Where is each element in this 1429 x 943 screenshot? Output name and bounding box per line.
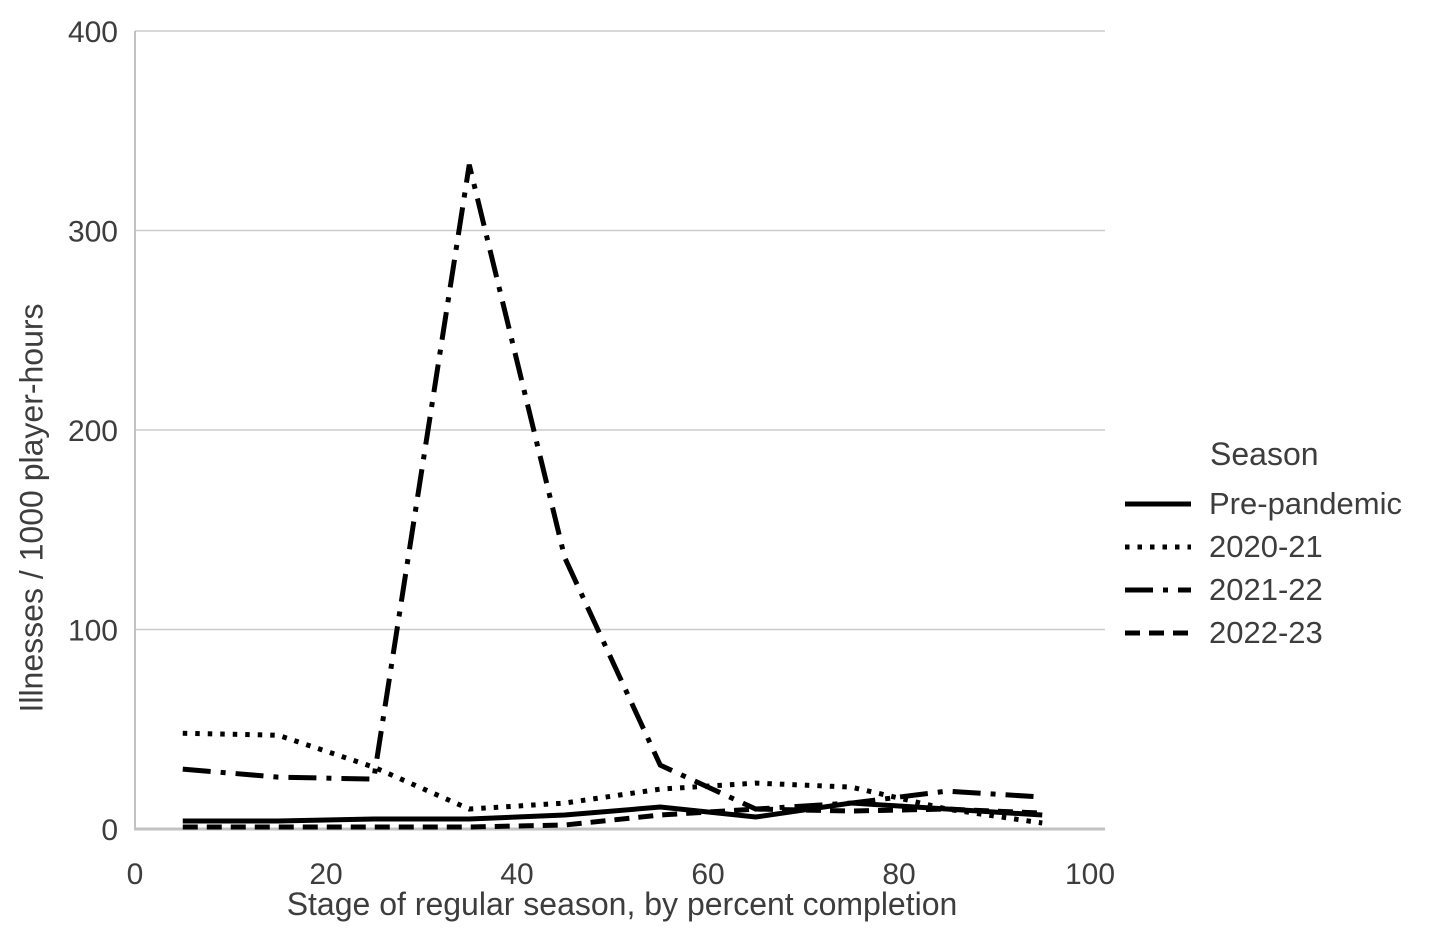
x-tick-label-20: 20 bbox=[309, 858, 342, 891]
x-axis-label: Stage of regular season, by percent comp… bbox=[286, 886, 958, 922]
x-tick-label-40: 40 bbox=[500, 858, 533, 891]
legend-label-pre-pandemic: Pre-pandemic bbox=[1209, 485, 1402, 521]
y-tick-label-0: 0 bbox=[101, 814, 118, 847]
legend-item-2022-23: 2022-23 bbox=[1125, 611, 1402, 654]
legend-label-2022-23: 2022-23 bbox=[1209, 614, 1323, 650]
x-tick-label-0: 0 bbox=[127, 858, 144, 891]
x-tick-label-100: 100 bbox=[1065, 858, 1115, 891]
legend: Season Pre-pandemic 2020-21 2021-22 2022… bbox=[1125, 436, 1402, 654]
y-tick-label-300: 300 bbox=[68, 216, 118, 249]
legend-label-2020-21: 2020-21 bbox=[1209, 528, 1323, 564]
legend-label-2021-22: 2021-22 bbox=[1209, 571, 1323, 607]
y-tick-label-400: 400 bbox=[68, 16, 118, 49]
y-tick-label-200: 200 bbox=[68, 415, 118, 448]
legend-item-pre-pandemic: Pre-pandemic bbox=[1125, 482, 1402, 525]
series-line-pre-pandemic bbox=[182, 800, 1043, 824]
x-tick-label-60: 60 bbox=[691, 858, 724, 891]
legend-title: Season bbox=[1210, 436, 1319, 472]
legend-item-2021-22: 2021-22 bbox=[1125, 568, 1402, 611]
x-tick-label-80: 80 bbox=[882, 858, 915, 891]
legend-item-2020-21: 2020-21 bbox=[1125, 525, 1402, 568]
legend-line-sample-solid bbox=[1125, 501, 1191, 506]
y-tick-label-100: 100 bbox=[68, 615, 118, 648]
y-axis-label: Illnesses / 1000 player-hours bbox=[13, 303, 50, 713]
legend-line-sample-dotted bbox=[1125, 544, 1191, 549]
legend-line-sample-dashdot bbox=[1125, 587, 1191, 592]
series-line-2021-22 bbox=[182, 164, 1043, 812]
legend-line-sample-dashed bbox=[1125, 630, 1191, 635]
